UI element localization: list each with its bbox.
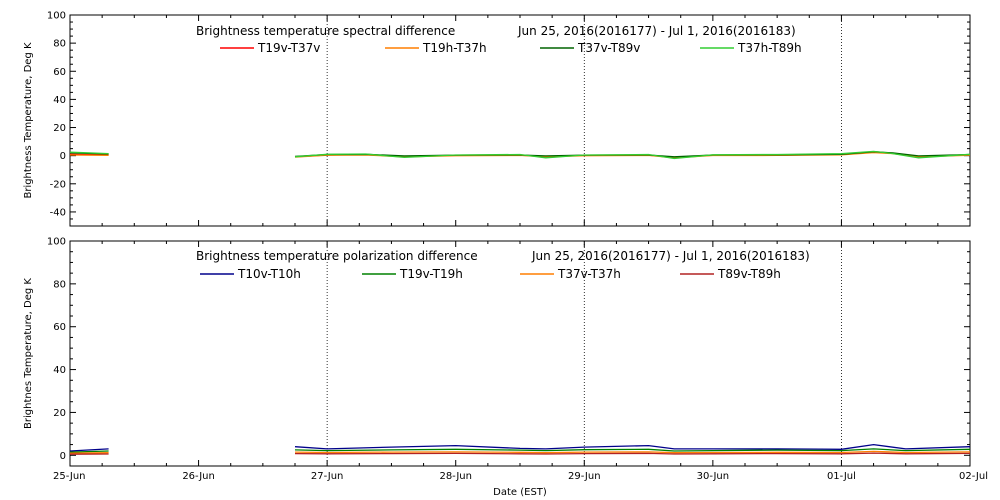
x-tick-label: 25-Jun [53,471,86,482]
legend-label: T37h-T89h [737,41,802,55]
x-tick-label: 27-Jun [311,471,344,482]
x-tick-label: 02-Jul [959,471,988,482]
series-line-T37h-T89h [294,150,971,160]
y-tick-label: 20 [53,408,66,419]
legend-label: T19v-T19h [399,267,463,281]
y-axis-title: Brightnes Temperature, Deg K [23,278,34,429]
chart-title: Brightness temperature polarization diff… [196,249,478,263]
y-tick-label: 0 [60,451,66,462]
y-tick-label: 100 [47,237,66,248]
y-tick-label: 0 [60,151,66,162]
x-tick-label: 30-Jun [697,471,730,482]
y-axis-title: Brightness Temperature, Deg K [23,42,34,199]
y-tick-label: 60 [53,322,66,333]
series-line-T10v-T10h [294,443,971,450]
x-tick-label: 28-Jun [439,471,472,482]
x-tick-label: 26-Jun [182,471,215,482]
y-tick-label: 100 [47,11,66,22]
legend-label: T89v-T89h [717,267,781,281]
series-line-T89v-T89h [294,452,971,455]
legend-label: T37v-T37h [557,267,621,281]
legend-label: T19v-T37v [257,41,320,55]
y-tick-label: 40 [53,365,66,376]
y-tick-label: -40 [50,207,66,218]
series-line-T10v-T10h [69,448,109,452]
panel-spectral-difference: -40 -20 0 20 40 60 80 100 Brightness Temperature… [23,11,971,227]
y-tick-label: -20 [50,179,66,190]
y-tick-label: 20 [53,123,66,134]
series-line-T37v-T37h [294,450,971,454]
chart-date-range: Jun 25, 2016(2016177) - Jul 1, 2016(2016… [517,24,796,38]
series-line-T37h-T89h [69,151,109,155]
chart-date-range: Jun 25, 2016(2016177) - Jul 1, 2016(2016… [531,249,810,263]
legend-label: T19h-T37h [422,41,487,55]
series-line-T19v-T19h [294,448,971,452]
x-tick-label: 01-Jul [827,471,856,482]
legend-label: T10v-T10h [237,267,301,281]
plot-frame [69,14,971,227]
y-tick-label: 40 [53,95,66,106]
legend-label: T37v-T89v [577,41,640,55]
chart-title: Brightness temperature spectral differen… [196,24,455,38]
y-tick-label: 80 [53,279,66,290]
series-line-T19v-T19h [69,450,109,453]
x-axis-title: Date (EST) [493,487,547,498]
y-tick-label: 60 [53,67,66,78]
x-tick-label: 29-Jun [568,471,601,482]
panel-polarization-difference: 0 20 40 60 80 100 25-Jun 26-Jun 27-Jun 28-Jun 29-J… [23,237,988,499]
y-tick-label: 80 [53,39,66,50]
